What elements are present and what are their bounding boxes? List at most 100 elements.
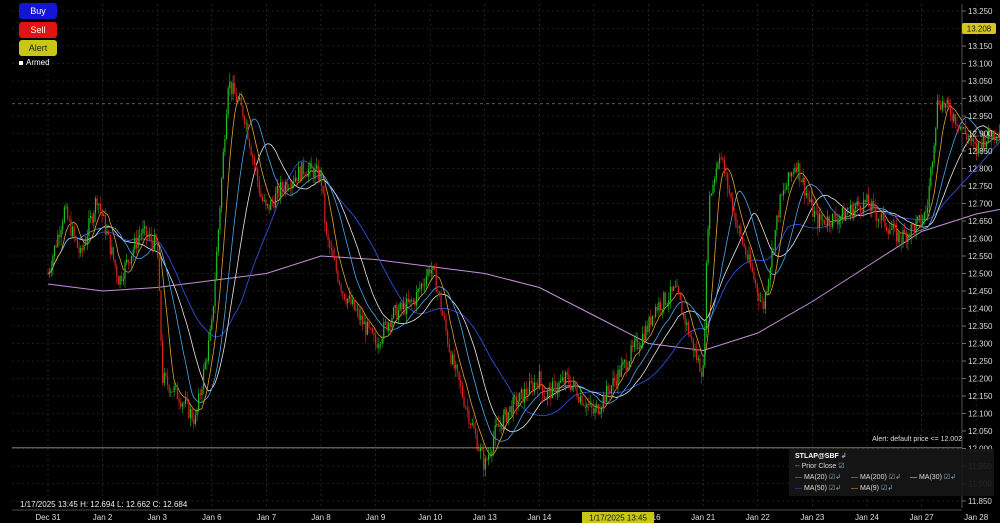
candle-body	[802, 177, 804, 183]
candle-body	[617, 369, 619, 387]
checkbox-icon[interactable]: ☑	[943, 474, 951, 481]
candle-body	[286, 182, 288, 190]
candle-body	[864, 199, 866, 203]
candle-body	[543, 395, 545, 399]
y-tick-label: 12.400	[968, 305, 993, 314]
candle-body	[678, 286, 680, 294]
candle-body	[420, 284, 423, 289]
candle-body	[88, 218, 90, 237]
candle-body	[227, 88, 229, 115]
sell-button[interactable]: Sell	[19, 22, 57, 38]
candle-body	[142, 228, 144, 234]
checkbox-icon[interactable]: ☑	[880, 485, 888, 492]
candle-body	[789, 172, 791, 177]
candle-body	[792, 172, 794, 174]
candle-body	[479, 447, 482, 451]
candle-body	[835, 213, 837, 220]
legend-label: MA(20)	[803, 474, 827, 481]
candle-body	[268, 204, 270, 211]
candle-body	[581, 395, 583, 405]
candle-body	[201, 389, 203, 396]
candle-body	[68, 218, 70, 220]
candle-body	[858, 201, 860, 206]
candle-body	[248, 139, 251, 147]
candle-body	[977, 142, 979, 154]
candle-body	[946, 99, 948, 104]
candle-body	[578, 397, 580, 403]
alert-button[interactable]: Alert	[19, 40, 57, 56]
candle-body	[967, 138, 970, 140]
candle-body	[614, 378, 616, 381]
candle-body	[67, 206, 69, 219]
buy-button[interactable]: Buy	[19, 3, 57, 19]
candle-body	[610, 385, 613, 394]
ma30-line	[47, 125, 1000, 433]
settings-arrow-icon[interactable]: ↲	[950, 474, 957, 481]
candle-body	[50, 268, 52, 272]
candle-body	[152, 241, 154, 250]
y-tick-label: 12.650	[968, 217, 993, 226]
ohlc-timestamp: 1/17/2025 13:45	[20, 500, 78, 509]
line-swatch-icon: —	[795, 474, 802, 481]
candle-body	[483, 450, 485, 470]
y-tick-label: 12.850	[968, 147, 993, 156]
legend-item-prior-close[interactable]: -- Prior Close ☑	[795, 462, 844, 470]
checkbox-icon[interactable]: ☑	[828, 485, 836, 492]
candle-body	[771, 248, 773, 268]
checkbox-icon[interactable]: ☑	[888, 474, 896, 481]
legend-item-ma20[interactable]: — MA(20) ☑↲	[795, 473, 841, 481]
checkbox-icon[interactable]: ☑	[828, 474, 836, 481]
candle-body	[150, 234, 152, 242]
settings-arrow-icon[interactable]: ↲	[887, 485, 894, 492]
legend-item-ma9[interactable]: — MA(9) ☑↲	[851, 484, 893, 492]
candle-body	[679, 293, 681, 301]
legend-item-ma50[interactable]: — MA(50) ☑↲	[795, 484, 841, 492]
candle-body	[707, 229, 709, 264]
candle-body	[987, 128, 989, 142]
candle-body	[558, 382, 560, 391]
candle-body	[777, 215, 780, 218]
armed-toggle[interactable]: Armed	[19, 58, 50, 67]
candle-body	[732, 197, 734, 214]
candle-body	[524, 388, 526, 403]
candle-body	[271, 200, 273, 202]
candle-body	[468, 409, 470, 424]
legend-item-ma30[interactable]: — MA(30) ☑↲	[910, 473, 956, 481]
candle-body	[140, 233, 142, 235]
candle-body	[198, 393, 200, 410]
candle-body	[687, 322, 690, 335]
candle-body	[165, 373, 167, 377]
candle-body	[630, 345, 632, 362]
candle-body	[849, 204, 852, 213]
candle-body	[601, 408, 603, 412]
candle-body	[247, 123, 249, 140]
candle-body	[754, 279, 757, 284]
candle-body	[809, 197, 811, 203]
settings-arrow-icon[interactable]: ↲	[835, 485, 842, 492]
y-tick-label: 13.150	[968, 42, 993, 51]
y-tick-label: 13.000	[968, 95, 993, 104]
candle-body	[57, 234, 59, 247]
candle-body	[492, 438, 495, 452]
checkbox-icon[interactable]: ☑	[838, 463, 845, 470]
y-tick-label: 12.500	[968, 270, 993, 279]
settings-arrow-icon[interactable]: ↲	[835, 474, 842, 481]
y-tick-label: 12.100	[968, 410, 993, 419]
candle-body	[411, 299, 413, 302]
candle-body	[727, 173, 729, 189]
candle-body	[866, 194, 868, 203]
settings-arrow-icon[interactable]: ↲	[840, 453, 847, 460]
candle-body	[917, 217, 919, 221]
candle-body	[522, 389, 524, 403]
candle-body	[214, 280, 216, 307]
candle-body	[433, 265, 436, 270]
candle-body	[358, 309, 360, 320]
candle-body	[715, 168, 717, 179]
candle-body	[494, 425, 496, 439]
candle-body	[424, 285, 426, 286]
candle-body	[222, 152, 224, 179]
legend-item-ma200[interactable]: — MA(200) ☑↲	[851, 473, 901, 481]
candle-body	[425, 276, 427, 286]
settings-arrow-icon[interactable]: ↲	[895, 474, 901, 481]
